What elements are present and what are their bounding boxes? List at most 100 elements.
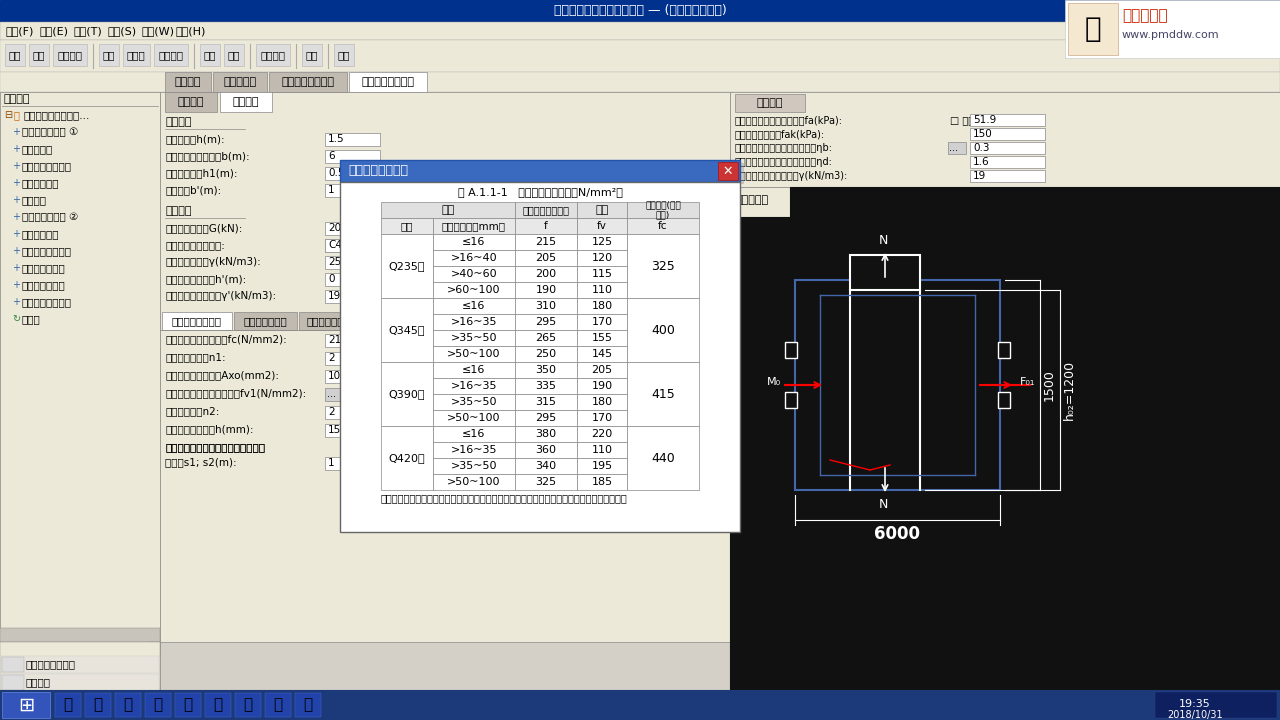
- Text: >16~35: >16~35: [451, 381, 497, 391]
- Text: 0.5: 0.5: [328, 168, 344, 178]
- Text: 抗拉、抗压和抗弯: 抗拉、抗压和抗弯: [522, 205, 570, 215]
- Bar: [735, 94, 805, 112]
- Text: fv: fv: [596, 221, 607, 231]
- Text: 180: 180: [591, 397, 613, 407]
- Text: M₀: M₀: [767, 377, 781, 387]
- Text: 360: 360: [535, 445, 557, 455]
- Bar: [325, 184, 380, 197]
- Bar: [627, 202, 699, 218]
- Text: Q345钢: Q345钢: [389, 325, 425, 335]
- Bar: [577, 378, 627, 394]
- Text: 1.6: 1.6: [973, 157, 989, 167]
- Text: +: +: [12, 263, 20, 273]
- Bar: [433, 298, 515, 314]
- Text: 锚定位缝的截面面积Axo(mm2):: 锚定位缝的截面面积Axo(mm2):: [165, 370, 279, 380]
- Text: ≤16: ≤16: [462, 429, 485, 439]
- Text: 400: 400: [652, 323, 675, 336]
- Text: 大型预制塔吊基础: 大型预制塔吊基础: [22, 297, 72, 307]
- Bar: [29, 44, 49, 66]
- Bar: [433, 474, 515, 490]
- Text: 190: 190: [591, 381, 613, 391]
- Text: 落架时验算: 落架时验算: [224, 77, 256, 87]
- Bar: [970, 128, 1044, 140]
- Text: 钢材: 钢材: [442, 205, 454, 215]
- Text: 1500: 1500: [1043, 369, 1056, 401]
- Bar: [334, 44, 355, 66]
- Bar: [0, 40, 1280, 72]
- Text: 350: 350: [535, 365, 557, 375]
- Bar: [730, 217, 1280, 690]
- Bar: [340, 182, 740, 532]
- Text: 抗剪: 抗剪: [595, 205, 608, 215]
- Bar: [577, 346, 627, 362]
- Text: 起吊稳定性计算: 起吊稳定性计算: [22, 263, 65, 273]
- Bar: [302, 44, 323, 66]
- Text: 大型预制塔吊基础: 大型预制塔吊基础: [361, 77, 415, 87]
- Text: 📁: 📁: [93, 698, 102, 713]
- Bar: [381, 218, 433, 234]
- Text: 危险源辨识与评价: 危险源辨识与评价: [26, 659, 76, 669]
- Text: 6: 6: [328, 151, 334, 161]
- Bar: [5, 44, 26, 66]
- Text: 基础底板高度h1(m):: 基础底板高度h1(m):: [165, 168, 238, 178]
- Bar: [52, 44, 87, 66]
- Text: ≤16: ≤16: [462, 301, 485, 311]
- Bar: [298, 312, 353, 330]
- Text: ≤16: ≤16: [462, 237, 485, 247]
- Text: 215: 215: [535, 237, 557, 247]
- Text: 施工升降机: 施工升降机: [22, 144, 54, 154]
- Bar: [433, 410, 515, 426]
- Bar: [577, 282, 627, 298]
- Text: 修正后的地基承载力特征值fa(kPa):: 修正后的地基承载力特征值fa(kPa):: [735, 115, 844, 125]
- Text: 删除: 删除: [306, 50, 319, 60]
- Text: +: +: [12, 195, 20, 205]
- Bar: [234, 312, 297, 330]
- Text: 200: 200: [535, 269, 557, 279]
- Bar: [515, 378, 577, 394]
- Text: 🐾: 🐾: [1084, 15, 1101, 43]
- Text: Q390钢: Q390钢: [389, 389, 425, 399]
- Bar: [970, 142, 1044, 154]
- Text: 180: 180: [591, 301, 613, 311]
- Text: 0: 0: [328, 274, 334, 284]
- Text: +: +: [12, 297, 20, 307]
- Text: h₀₂=1200: h₀₂=1200: [1062, 360, 1076, 420]
- Bar: [515, 474, 577, 490]
- Bar: [3, 693, 24, 708]
- Bar: [0, 642, 160, 690]
- Text: 预制塔吊基础安全计算软件 — (大型钢构件基础): 预制塔吊基础安全计算软件 — (大型钢构件基础): [554, 4, 726, 17]
- Bar: [433, 442, 515, 458]
- Text: 📊: 📊: [123, 698, 133, 713]
- Bar: [360, 457, 390, 470]
- Bar: [577, 298, 627, 314]
- Text: 20: 20: [328, 223, 342, 233]
- Text: 120: 120: [591, 253, 613, 263]
- Text: 小型预制塔吊基础: 小型预制塔吊基础: [22, 246, 72, 256]
- Bar: [1065, 0, 1280, 58]
- Bar: [433, 378, 515, 394]
- Text: 打开: 打开: [33, 50, 45, 60]
- Text: www.pmddw.com: www.pmddw.com: [1123, 30, 1220, 40]
- Bar: [99, 44, 119, 66]
- Text: 415: 415: [652, 387, 675, 400]
- Text: 110: 110: [591, 285, 613, 295]
- Text: ⊟: ⊟: [4, 110, 12, 120]
- Text: 🖼: 🖼: [274, 698, 283, 713]
- Bar: [325, 457, 355, 470]
- Text: 145: 145: [591, 349, 613, 359]
- Text: 0.3: 0.3: [973, 143, 989, 153]
- Bar: [515, 458, 577, 474]
- Text: 品茗逗逗网: 品茗逗逗网: [1123, 9, 1167, 24]
- Text: 190: 190: [535, 285, 557, 295]
- Bar: [381, 234, 433, 298]
- Text: 型钢悬挑脚手架 ①: 型钢悬挑脚手架 ①: [22, 127, 78, 137]
- Bar: [3, 657, 24, 672]
- Bar: [433, 346, 515, 362]
- Bar: [515, 362, 577, 378]
- Text: 表 A.1.1-1   钢材的强度设计值（N/mm²）: 表 A.1.1-1 钢材的强度设计值（N/mm²）: [457, 187, 622, 197]
- Bar: [433, 234, 515, 250]
- Text: 2: 2: [328, 353, 334, 363]
- Text: 150: 150: [973, 129, 993, 139]
- Bar: [785, 392, 797, 408]
- Bar: [998, 392, 1010, 408]
